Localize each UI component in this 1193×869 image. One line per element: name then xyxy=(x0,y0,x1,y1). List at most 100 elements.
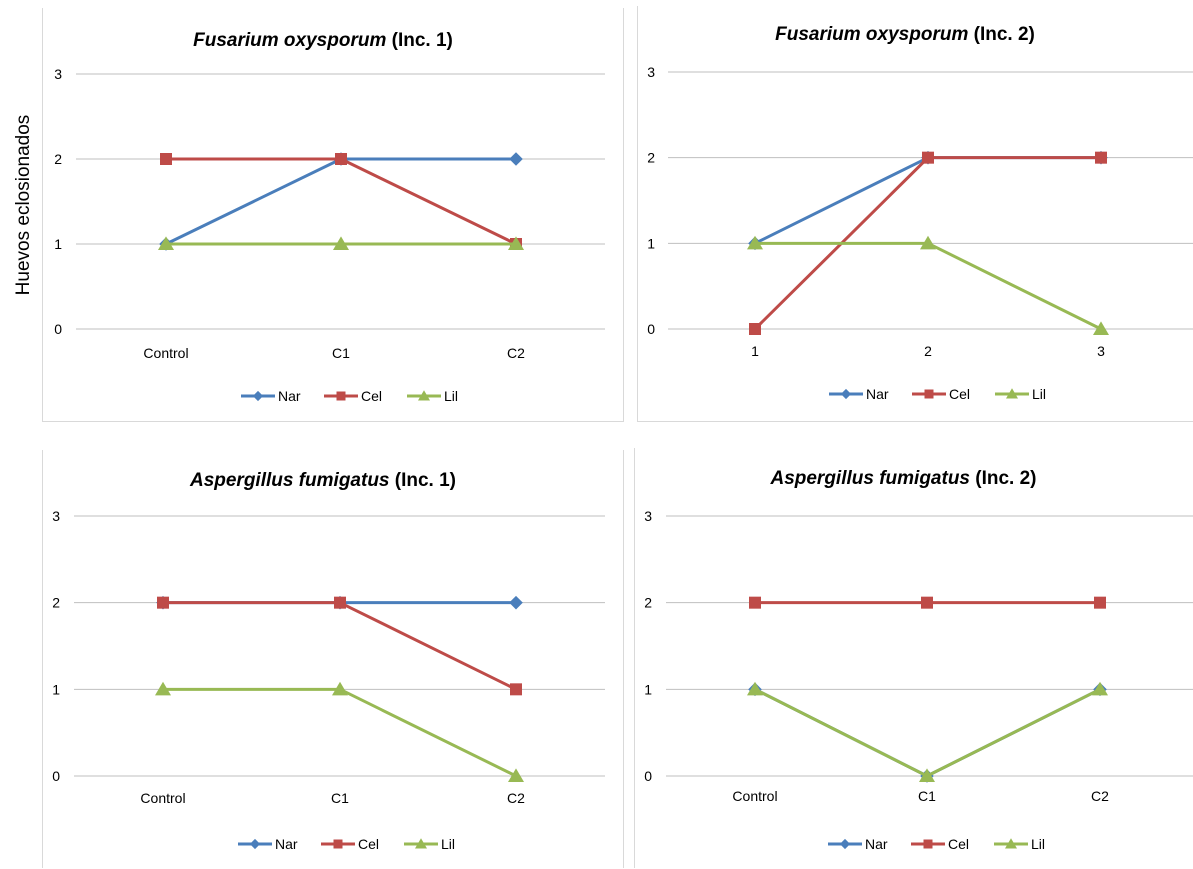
legend-item-nar: Nar xyxy=(829,386,889,402)
data-point-cel xyxy=(749,596,761,609)
series-cel xyxy=(160,153,522,250)
legend-label: Cel xyxy=(948,836,969,852)
data-point-cel xyxy=(1094,596,1106,609)
y-tick-label: 2 xyxy=(647,150,655,166)
y-tick-label: 1 xyxy=(54,236,62,252)
legend-label: Nar xyxy=(866,386,889,402)
legend-item-lil: Lil xyxy=(995,386,1046,402)
legend-marker xyxy=(415,838,427,849)
series-line-nar xyxy=(754,156,1101,245)
x-tick-label: C2 xyxy=(507,790,525,806)
chart-panel-aspergillus-inc1: Aspergillus fumigatus (Inc. 1) 0 1 2 3 Contro… xyxy=(42,450,624,868)
legend-marker xyxy=(249,838,261,850)
legend: Nar Cel Lil xyxy=(828,836,1045,852)
chart-fusarium-inc1: Fusarium oxysporum (Inc. 1) 0 1 2 3 Control C1… xyxy=(42,8,624,422)
y-tick-label: 2 xyxy=(52,595,60,611)
data-point-lil xyxy=(1092,681,1108,696)
legend-label: Lil xyxy=(1032,386,1046,402)
data-point-cel xyxy=(335,153,347,165)
data-point-lil xyxy=(747,235,763,250)
chart-title-inc: (Inc. 2) xyxy=(968,24,1035,45)
chart-panel-fusarium-inc1: Fusarium oxysporum (Inc. 1) 0 1 2 3 Control C1… xyxy=(42,8,624,422)
legend-label: Nar xyxy=(865,836,888,852)
series-lil xyxy=(747,235,1109,335)
legend-label: Cel xyxy=(949,386,970,402)
legend-marker xyxy=(418,390,430,401)
chart-title-inc: (Inc. 2) xyxy=(970,468,1037,489)
chart-title-species: Aspergillus fumigatus xyxy=(189,470,390,491)
y-tick-label: 3 xyxy=(647,64,655,80)
data-point-lil xyxy=(1093,321,1109,335)
x-tick-label: 3 xyxy=(1097,343,1105,359)
series-lil xyxy=(747,681,1108,782)
legend-item-lil: Lil xyxy=(407,388,458,404)
y-tick-label: 2 xyxy=(644,595,652,611)
legend-marker xyxy=(924,389,934,399)
data-point-nar xyxy=(509,595,523,610)
series-line-cel xyxy=(166,157,517,246)
legend-item-nar: Nar xyxy=(828,836,888,852)
x-tick-label: C2 xyxy=(1091,788,1109,804)
legend-item-cel: Cel xyxy=(912,386,970,402)
data-point-lil xyxy=(332,681,348,696)
legend: Nar Cel Lil xyxy=(241,388,458,404)
x-tick-label: C1 xyxy=(332,345,350,361)
y-tick-label: 1 xyxy=(52,681,60,697)
legend-marker xyxy=(333,839,343,849)
chart-title: Aspergillus fumigatus (Inc. 1) xyxy=(189,470,456,491)
chart-title-species: Aspergillus fumigatus xyxy=(769,468,970,489)
data-point-lil xyxy=(155,681,171,696)
series-line-lil xyxy=(755,241,1102,331)
chart-panel-aspergillus-inc2: Aspergillus fumigatus (Inc. 2) 0 1 2 3 Contro… xyxy=(634,448,1193,868)
series-cel xyxy=(749,596,1106,609)
y-axis-label: Huevos eclosionados xyxy=(13,115,34,296)
data-point-cel xyxy=(334,596,346,609)
gridlines xyxy=(668,71,1193,330)
gridlines xyxy=(74,515,605,777)
chart-title: Aspergillus fumigatus (Inc. 2) xyxy=(769,468,1036,489)
series-line-nar xyxy=(754,687,1101,778)
chart-title-species: Fusarium oxysporum xyxy=(193,30,386,51)
y-tick-label: 0 xyxy=(644,768,652,784)
chart-frame xyxy=(637,6,1193,422)
legend-marker xyxy=(252,390,264,402)
chart-title-inc: (Inc. 1) xyxy=(390,470,457,491)
series-nar xyxy=(159,152,523,251)
chart-title-species: Fusarium oxysporum xyxy=(775,24,968,45)
legend-item-lil: Lil xyxy=(994,836,1045,852)
data-point-cel xyxy=(157,596,169,609)
x-tick-label: 2 xyxy=(924,343,932,359)
series-line-nar xyxy=(165,157,516,246)
legend-marker xyxy=(839,838,851,850)
chart-frame xyxy=(42,8,624,422)
data-point-lil xyxy=(919,768,935,782)
chart-aspergillus-inc2: Aspergillus fumigatus (Inc. 2) 0 1 2 3 Contro… xyxy=(634,448,1193,868)
x-tick-label: Control xyxy=(732,788,777,804)
y-tick-label: 0 xyxy=(647,321,655,337)
y-axis-label-container: Huevos eclosionados xyxy=(0,0,40,420)
y-tick-label: 3 xyxy=(52,508,60,524)
legend-label: Lil xyxy=(441,836,455,852)
y-tick-label: 2 xyxy=(54,151,62,167)
y-axis-label-svg: Huevos eclosionados xyxy=(13,115,34,296)
x-tick-label: C1 xyxy=(918,788,936,804)
x-tick-label: C1 xyxy=(331,790,349,806)
legend-item-lil: Lil xyxy=(404,836,455,852)
legend-item-nar: Nar xyxy=(238,836,298,852)
chart-fusarium-inc2: Fusarium oxysporum (Inc. 2) 0 1 2 3 1 2 3 Nar Cel… xyxy=(637,6,1193,422)
series-line-lil xyxy=(163,687,517,778)
x-tick-label: Control xyxy=(143,345,188,361)
x-tick-label: C2 xyxy=(507,345,525,361)
data-point-lil xyxy=(508,236,524,250)
legend-marker xyxy=(923,839,933,849)
y-tick-label: 0 xyxy=(54,321,62,337)
chart-title: Fusarium oxysporum (Inc. 1) xyxy=(193,30,453,51)
gridlines xyxy=(76,73,605,330)
x-tick-label: Control xyxy=(140,790,185,806)
y-tick-label: 3 xyxy=(644,508,652,524)
legend-label: Lil xyxy=(444,388,458,404)
legend-item-cel: Cel xyxy=(911,836,969,852)
legend-label: Cel xyxy=(358,836,379,852)
series-lil xyxy=(155,681,524,782)
data-point-cel xyxy=(1095,151,1107,164)
